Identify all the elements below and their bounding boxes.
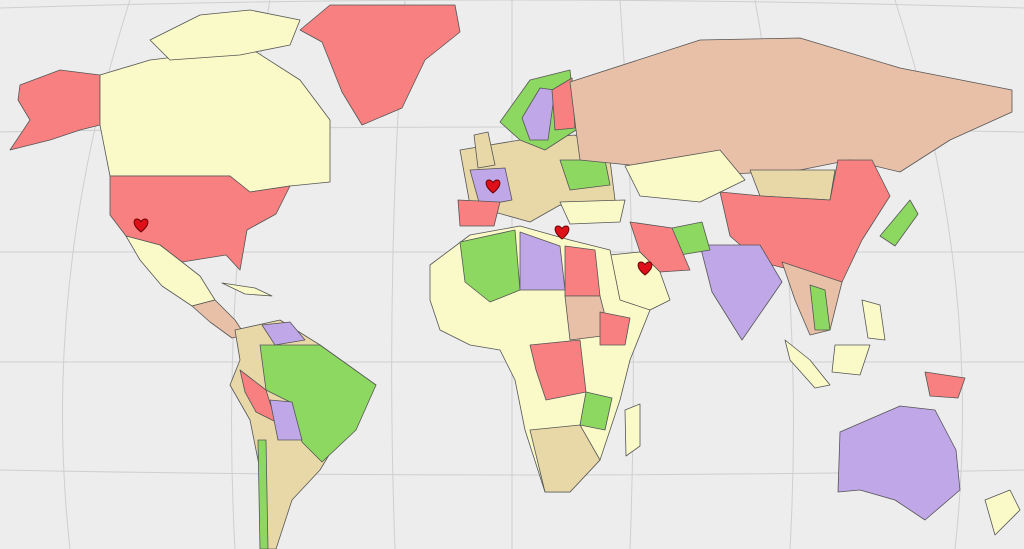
arctic-islands [149,9,301,61]
cuba [221,282,273,297]
drc [529,339,587,401]
countries [9,4,1021,549]
finland [551,77,576,131]
kazakhstan [624,149,746,203]
markers [133,179,653,276]
algeria [459,229,521,303]
egypt [564,245,601,297]
new-zealand [984,489,1021,536]
madagascar [624,403,641,457]
philippines [861,299,886,341]
heart-marker[interactable] [133,218,149,233]
uk [473,131,496,169]
russia [569,37,1013,177]
ethiopia [599,311,631,346]
peru [239,369,277,423]
southern-africa [529,424,601,493]
australia [837,405,961,521]
brazil [259,344,377,463]
turkey [559,199,626,225]
heart-marker[interactable] [485,179,501,194]
bolivia [269,399,303,441]
venezuela [261,321,306,346]
india [699,244,783,341]
spain [457,199,501,227]
heart-marker[interactable] [554,225,570,240]
tanzania [579,391,613,431]
chile [257,439,269,549]
greenland [299,4,461,126]
indonesia-borneo [831,344,871,376]
sweden [521,87,556,141]
vietnam [809,284,831,331]
indonesia-sumatra [784,339,831,389]
iran [629,221,691,273]
heart-marker[interactable] [637,261,653,276]
alaska [9,69,101,151]
japan [879,199,919,247]
mongolia [749,169,836,201]
new-guinea [924,371,966,399]
